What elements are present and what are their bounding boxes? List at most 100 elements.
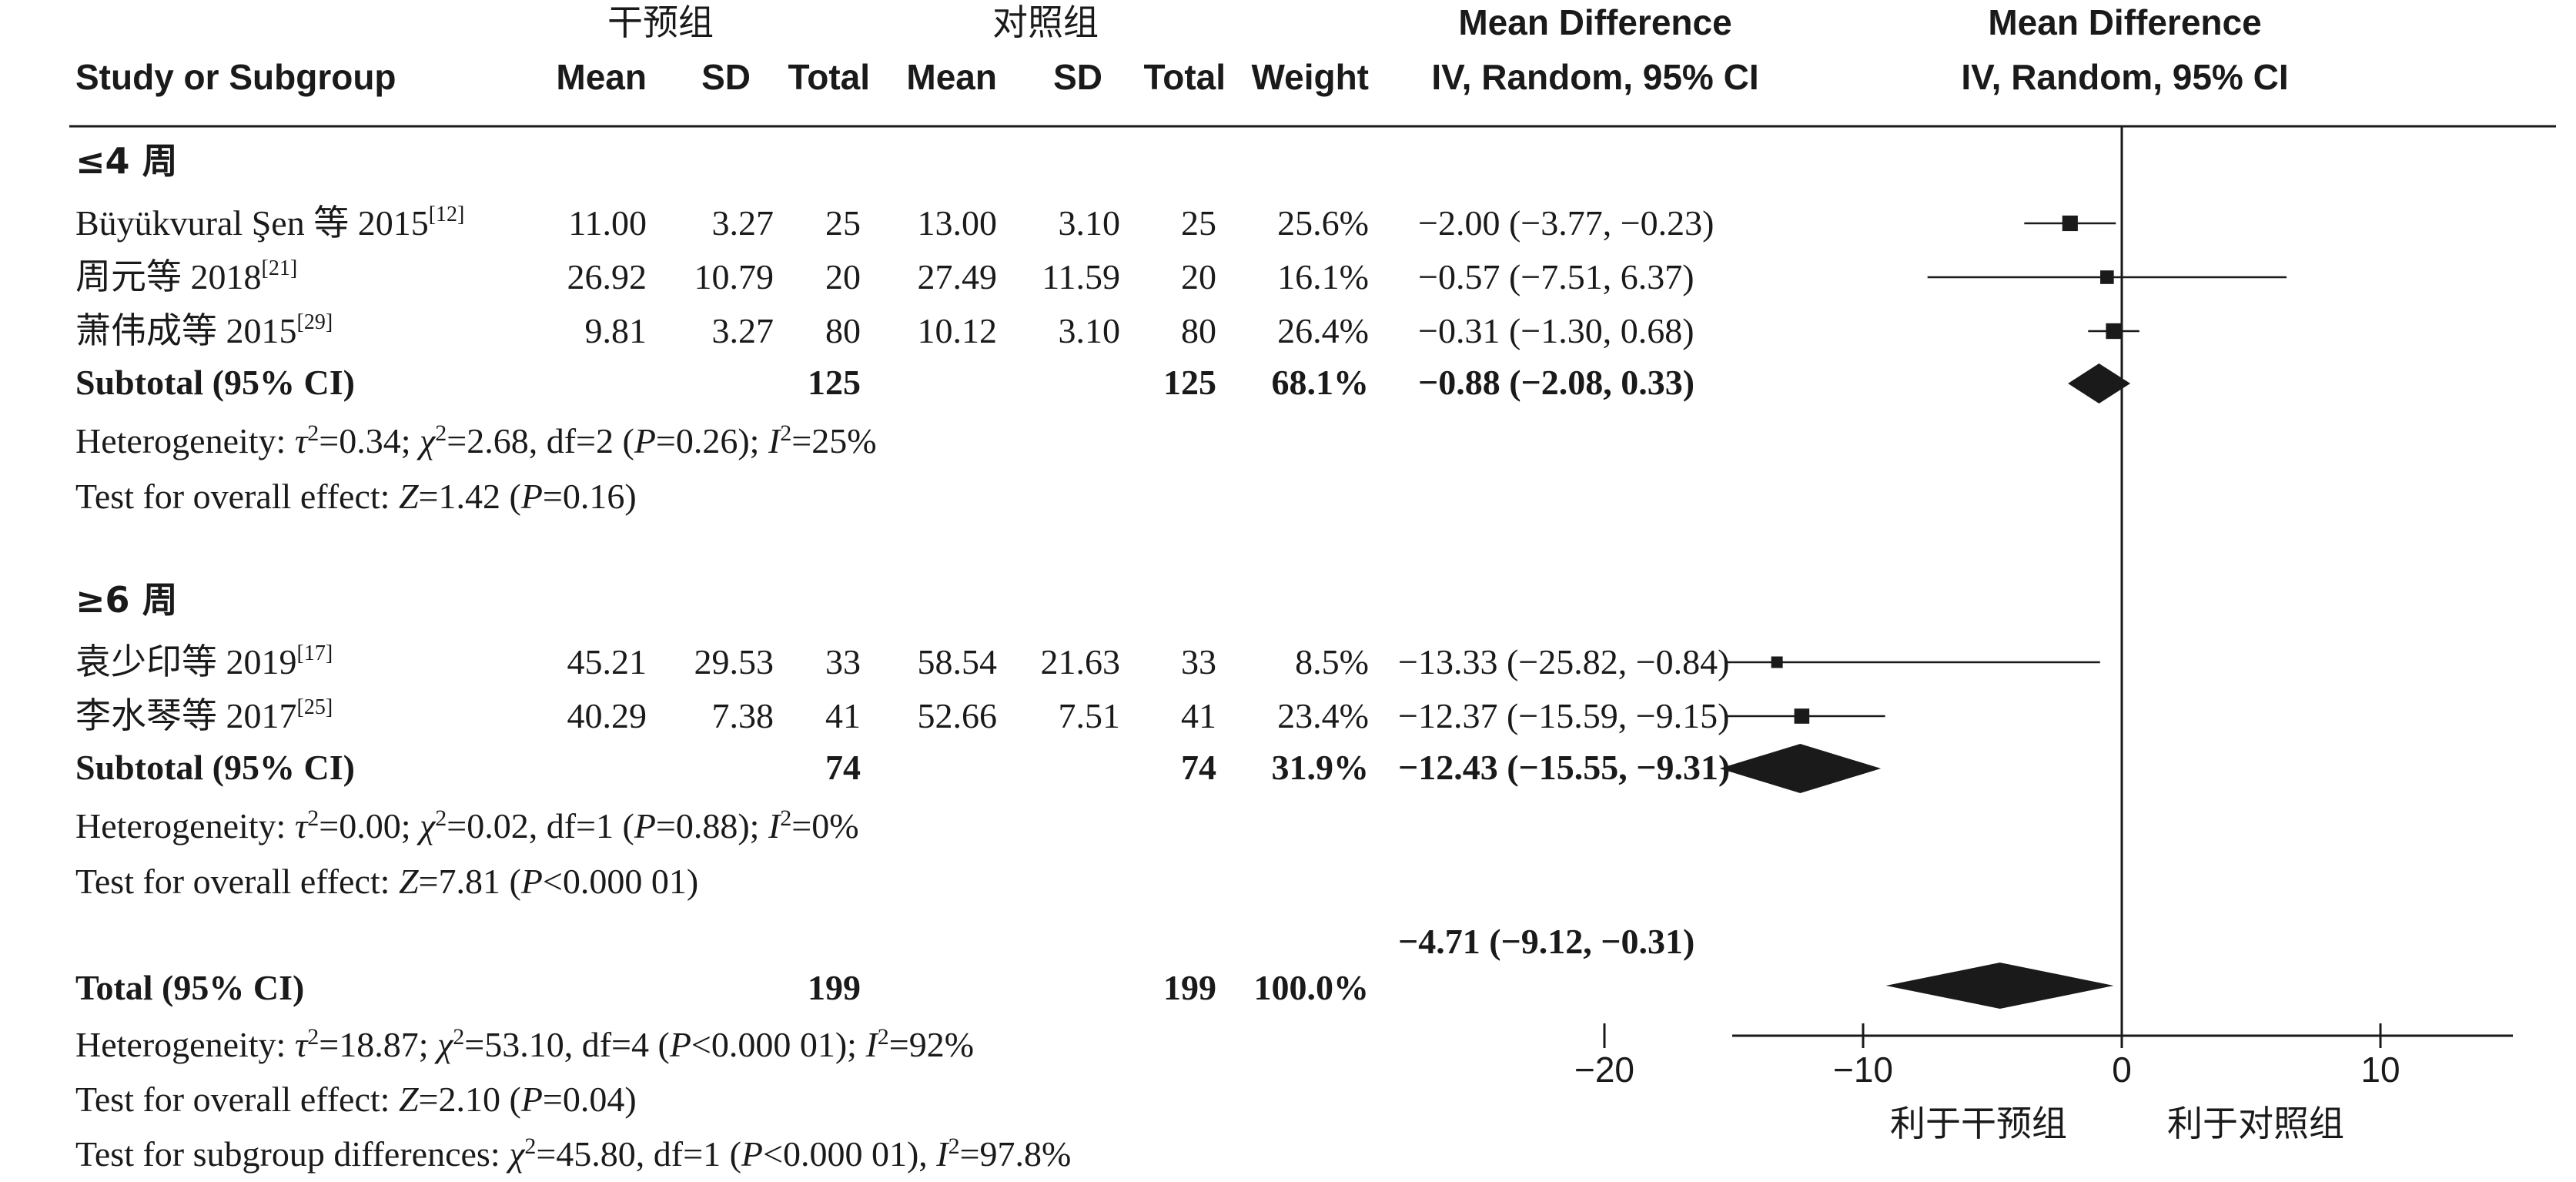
study-name: 萧伟成等 2015 bbox=[75, 311, 297, 350]
subtotal-total1: 125 bbox=[808, 363, 861, 402]
svg-text:李水琴等 2017[25]: 李水琴等 2017[25] bbox=[75, 695, 333, 735]
subtotal-total2: 74 bbox=[1181, 748, 1216, 787]
study-name: Büyükvural Şen 等 2015 bbox=[75, 203, 429, 243]
x-axis-tick-label: 10 bbox=[2360, 1050, 2400, 1090]
study-name: 周元等 2018 bbox=[75, 257, 262, 296]
heterogeneity-text: Heterogeneity: τ2=0.00; χ2=0.02, df=1 (P… bbox=[75, 805, 859, 845]
total1-cell: 25 bbox=[825, 203, 861, 243]
total1-cell: 33 bbox=[825, 642, 861, 681]
total-label: Total (95% CI) bbox=[75, 968, 304, 1007]
total1-header: Total bbox=[788, 57, 870, 97]
total2-cell: 33 bbox=[1181, 642, 1216, 681]
mean2-cell: 58.54 bbox=[918, 642, 998, 681]
ci-cell: −2.00 (−3.77, −0.23) bbox=[1418, 203, 1714, 243]
favours-right-label: 利于对照组 bbox=[2167, 1103, 2344, 1144]
weight-cell: 25.6% bbox=[1277, 203, 1369, 243]
study-row: Büyükvural Şen 等 2015[12] 11.00 3.27 25 … bbox=[75, 203, 1714, 243]
subtotal-row: Subtotal (95% CI) 125 125 68.1% −0.88 (−… bbox=[75, 363, 1694, 402]
study-row: 李水琴等 2017[25] 40.29 7.38 41 52.66 7.51 4… bbox=[75, 695, 1729, 735]
overall-effect-text: Test for overall effect: Z=7.81 (P<0.000… bbox=[75, 862, 698, 901]
study-point bbox=[1794, 708, 1810, 724]
total1-cell: 80 bbox=[825, 311, 861, 350]
subgroup-label-1: ≤4 周 bbox=[75, 140, 178, 182]
mean2-header: Mean bbox=[906, 57, 997, 97]
pooled-diamond bbox=[1719, 744, 1882, 793]
sd2-cell: 3.10 bbox=[1059, 203, 1121, 243]
total2-header: Total bbox=[1144, 57, 1226, 97]
total2-cell: 41 bbox=[1181, 696, 1216, 735]
md-title-header: Mean Difference bbox=[1458, 2, 1731, 42]
sd1-header: SD bbox=[701, 57, 751, 97]
subgroup-differences-text: Test for subgroup differences: χ2=45.80,… bbox=[75, 1133, 1071, 1174]
sd2-cell: 21.63 bbox=[1041, 642, 1121, 681]
mean1-cell: 26.92 bbox=[567, 257, 647, 296]
pooled-diamond bbox=[1885, 963, 2114, 1009]
overall-effect-text: Test for overall effect: Z=1.42 (P=0.16) bbox=[75, 477, 637, 516]
study-name: 袁少印等 2019 bbox=[75, 642, 297, 681]
svg-text:Büyükvural Şen 等 2015[12]: Büyükvural Şen 等 2015[12] bbox=[75, 203, 464, 243]
svg-text:袁少印等 2019[17]: 袁少印等 2019[17] bbox=[75, 641, 333, 681]
study-reference: [12] bbox=[429, 203, 465, 226]
total-ci: −4.71 (−9.12, −0.31) bbox=[1398, 922, 1694, 961]
mean2-cell: 52.66 bbox=[918, 696, 998, 735]
mean2-cell: 27.49 bbox=[918, 257, 998, 296]
ci-cell: −13.33 (−25.82, −0.84) bbox=[1398, 642, 1729, 681]
study-reference: [21] bbox=[262, 256, 298, 280]
total-total1: 199 bbox=[808, 968, 861, 1007]
sd1-cell: 3.27 bbox=[712, 311, 774, 350]
subtotal-row: Subtotal (95% CI) 74 74 31.9% −12.43 (−1… bbox=[75, 748, 1730, 787]
sd1-cell: 10.79 bbox=[694, 257, 774, 296]
study-reference: [29] bbox=[297, 310, 333, 334]
total2-cell: 80 bbox=[1181, 311, 1216, 350]
total2-cell: 20 bbox=[1181, 257, 1216, 296]
pooled-diamond bbox=[2068, 363, 2131, 403]
study-row: 周元等 2018[21] 26.92 10.79 20 27.49 11.59 … bbox=[75, 256, 1694, 296]
subtotal-ci: −0.88 (−2.08, 0.33) bbox=[1418, 363, 1694, 402]
study-point bbox=[2062, 215, 2078, 232]
ci-cell: −0.57 (−7.51, 6.37) bbox=[1418, 257, 1694, 296]
subtotal-total1: 74 bbox=[825, 748, 861, 787]
total-total2: 199 bbox=[1163, 968, 1216, 1007]
total-overall-effect-text: Test for overall effect: Z=2.10 (P=0.04) bbox=[75, 1080, 637, 1119]
subtotal-label: Subtotal (95% CI) bbox=[75, 363, 355, 402]
weight-cell: 16.1% bbox=[1277, 257, 1369, 296]
mean1-cell: 40.29 bbox=[567, 696, 647, 735]
total-row: Total (95% CI) 199 199 100.0% bbox=[75, 968, 1369, 1007]
mean2-cell: 13.00 bbox=[918, 203, 998, 243]
svg-text:萧伟成等 2015[29]: 萧伟成等 2015[29] bbox=[75, 310, 333, 350]
forest-plot-area: −20−1001020 bbox=[1574, 126, 2513, 1090]
study-point bbox=[2106, 323, 2122, 340]
group1-header: 干预组 bbox=[607, 2, 714, 43]
study-column-header: Study or Subgroup bbox=[75, 57, 396, 97]
weight-cell: 8.5% bbox=[1295, 642, 1369, 681]
study-reference: [25] bbox=[297, 695, 333, 719]
x-axis-tick-label: −10 bbox=[1833, 1050, 1893, 1090]
mean1-cell: 11.00 bbox=[568, 203, 647, 243]
plot-method-header: IV, Random, 95% CI bbox=[1961, 57, 2288, 97]
x-axis-tick-label: 0 bbox=[2112, 1050, 2132, 1090]
total-heterogeneity-text: Heterogeneity: τ2=18.87; χ2=53.10, df=4 … bbox=[75, 1024, 974, 1064]
sd2-header: SD bbox=[1053, 57, 1102, 97]
weight-cell: 26.4% bbox=[1277, 311, 1369, 350]
mean1-cell: 9.81 bbox=[585, 311, 647, 350]
sd1-cell: 3.27 bbox=[712, 203, 774, 243]
sd1-cell: 7.38 bbox=[712, 696, 774, 735]
plot-title-header: Mean Difference bbox=[1988, 2, 2261, 42]
sd2-cell: 7.51 bbox=[1059, 696, 1121, 735]
subtotal-weight: 68.1% bbox=[1272, 363, 1370, 402]
subtotal-ci: −12.43 (−15.55, −9.31) bbox=[1398, 748, 1730, 787]
weight-header: Weight bbox=[1252, 57, 1369, 97]
sd2-cell: 11.59 bbox=[1042, 257, 1120, 296]
mean2-cell: 10.12 bbox=[918, 311, 998, 350]
ci-cell: −12.37 (−15.59, −9.15) bbox=[1398, 696, 1729, 735]
total1-cell: 41 bbox=[825, 696, 861, 735]
total2-cell: 25 bbox=[1181, 203, 1216, 243]
heterogeneity-text: Heterogeneity: τ2=0.34; χ2=2.68, df=2 (P… bbox=[75, 420, 877, 460]
favours-left-label: 利于干预组 bbox=[1890, 1103, 2067, 1144]
group2-header: 对照组 bbox=[992, 2, 1099, 43]
subtotal-label: Subtotal (95% CI) bbox=[75, 748, 355, 787]
total-weight: 100.0% bbox=[1254, 968, 1370, 1007]
weight-cell: 23.4% bbox=[1277, 696, 1369, 735]
